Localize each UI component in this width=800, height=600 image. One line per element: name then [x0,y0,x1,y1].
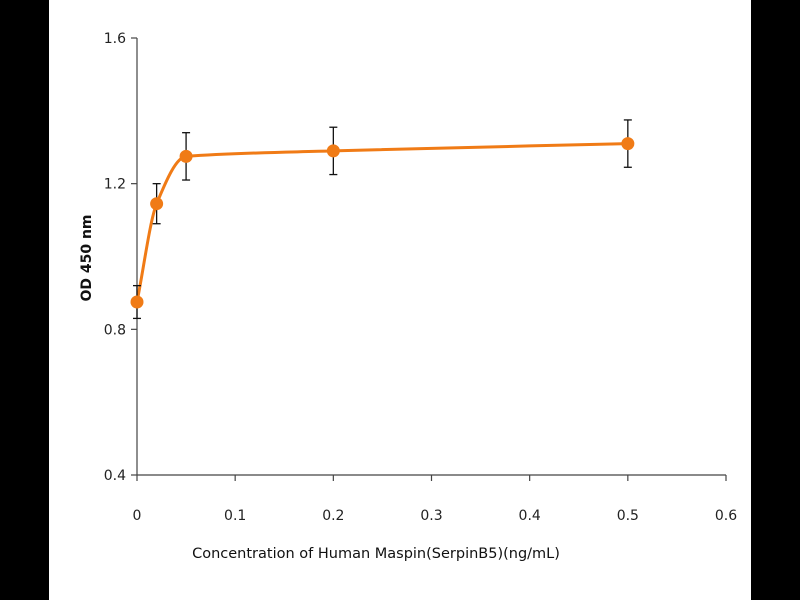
series [130,119,635,320]
data-point [130,295,144,309]
x-tick-label: 0.5 [617,508,639,524]
x-tick-label: 0 [133,508,142,524]
series-line [135,142,628,303]
chart: 0 0.1 0.2 0.3 0.4 0.5 0.6 0.4 0.8 1.2 1.6 Concent… [79,31,737,562]
y-tick-label: 1.2 [104,177,126,193]
x-tick-label: 0.6 [715,508,737,524]
y-ticks: 0.4 0.8 1.2 1.6 [104,31,137,484]
data-point [621,137,635,151]
x-tick-label: 0.2 [322,508,344,524]
x-tick-label: 0.4 [519,508,541,524]
data-point [179,149,193,163]
y-axis-title: OD 450 nm [79,214,95,301]
x-tick-label: 0.1 [224,508,246,524]
y-tick-label: 0.8 [104,322,126,338]
x-axis-title: Concentration of Human Maspin(SerpinB5)(… [192,546,560,562]
x-ticks: 0 0.1 0.2 0.3 0.4 0.5 0.6 [133,475,737,524]
axes [136,38,726,476]
x-tick-label: 0.3 [420,508,442,524]
data-point [150,197,164,211]
chart-frame: 0 0.1 0.2 0.3 0.4 0.5 0.6 0.4 0.8 1.2 1.6 Concent… [49,0,751,600]
y-tick-label: 0.4 [104,468,126,484]
y-tick-label: 1.6 [104,31,126,47]
data-point [326,144,340,158]
